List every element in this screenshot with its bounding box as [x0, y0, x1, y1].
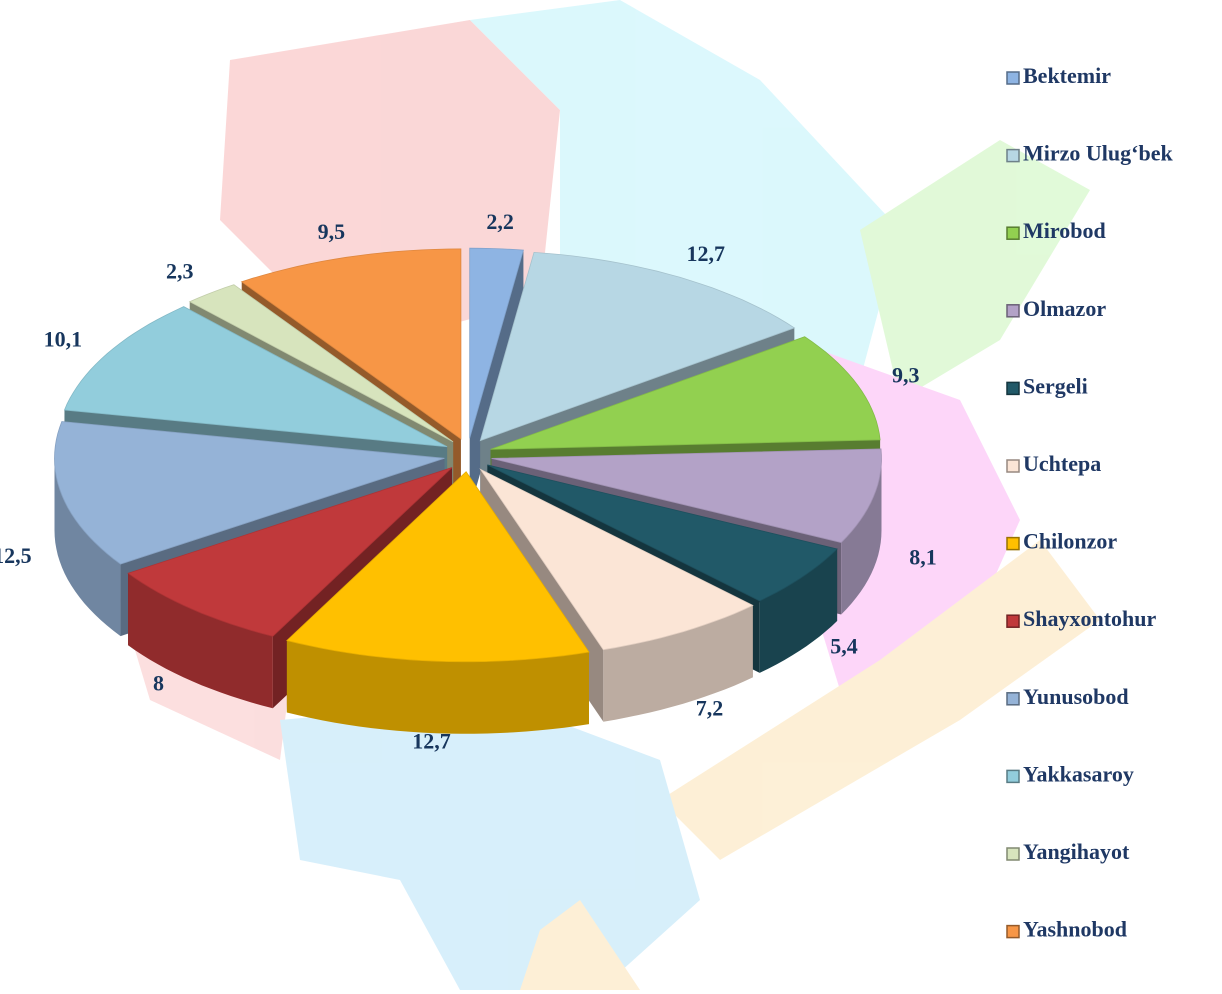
slice-top: [240, 248, 462, 440]
legend-swatch: [1006, 148, 1020, 163]
data-label: 9,3: [892, 362, 920, 387]
slice-wall: [603, 605, 753, 722]
legend-swatch: [1006, 226, 1020, 240]
legend-label: Yakkasaroy: [1023, 761, 1134, 786]
slice-top: [188, 284, 454, 443]
legend-swatch: [1006, 924, 1020, 939]
legend-swatch: [1006, 536, 1020, 551]
slice-wall: [54, 458, 121, 637]
legend-swatch: [1006, 304, 1020, 318]
slice-top: [479, 251, 796, 442]
legend: Bektemir Mirzo Ulug‘bek Mirobod Olmazor Serg…: [1006, 63, 1173, 942]
pie: 2,2 12,7 9,3 8,1 5,4 7,2 12,7 8 12,5 10,1 2,3 9,5: [0, 209, 937, 753]
slice-top: [490, 336, 881, 450]
data-label: 2,2: [486, 209, 514, 234]
data-label: 8: [153, 670, 164, 695]
data-label: 2,3: [166, 258, 194, 283]
slice-top: [491, 448, 882, 543]
data-label: 5,4: [830, 634, 858, 659]
legend-label: Mirobod: [1023, 218, 1106, 243]
data-label: 10,1: [44, 327, 83, 352]
slice-top: [286, 471, 590, 663]
data-label: 9,5: [318, 219, 346, 244]
legend-label: Shayxontohur: [1023, 606, 1157, 631]
legend-label: Yangihayot: [1023, 839, 1130, 864]
legend-label: Bektemir: [1023, 63, 1111, 88]
slice-wall: [286, 640, 589, 734]
data-label: 12,7: [412, 728, 451, 753]
legend-swatch: [1006, 847, 1020, 861]
data-label: 12,7: [687, 241, 726, 266]
slice: [286, 471, 590, 734]
legend-swatch: [1006, 614, 1020, 628]
slice-top: [479, 468, 754, 651]
slice-top: [127, 467, 453, 637]
slice-top: [63, 306, 448, 448]
legend-swatch: [1006, 769, 1020, 784]
legend-swatch: [1006, 381, 1020, 396]
legend-label: Yashnobod: [1023, 917, 1127, 942]
slice-wall: [128, 573, 273, 709]
data-label: 8,1: [909, 545, 937, 570]
legend-label: Uchtepa: [1023, 451, 1101, 476]
legend-swatch: [1006, 71, 1020, 85]
slice-top: [54, 421, 445, 565]
legend-label: Mirzo Ulug‘bek: [1023, 141, 1173, 166]
slice-wall: [841, 458, 882, 615]
slice-wall: [759, 549, 838, 673]
legend-swatch: [1006, 692, 1020, 706]
legend-label: Yunusobod: [1023, 684, 1129, 709]
legend-label: Chilonzor: [1023, 529, 1117, 554]
legend-label: Sergeli: [1023, 373, 1088, 398]
slice-top: [469, 247, 524, 439]
legend-swatch: [1006, 459, 1020, 473]
legend-label: Olmazor: [1023, 296, 1106, 321]
slice-top: [487, 464, 838, 602]
data-label: 12,5: [0, 543, 32, 568]
data-label: 7,2: [696, 695, 724, 720]
